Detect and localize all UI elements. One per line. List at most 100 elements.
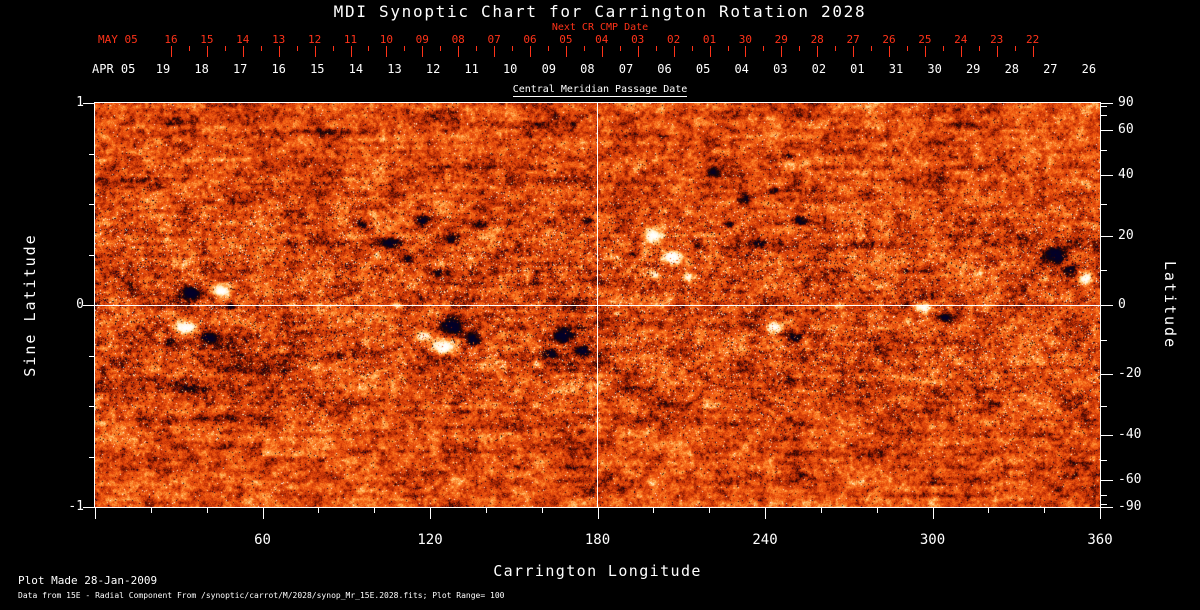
- cmp-day-label: 14: [348, 62, 364, 76]
- next-cr-day-label: 02: [666, 33, 681, 46]
- latitude-tick: [1101, 130, 1113, 131]
- longitude-tick: [988, 508, 990, 513]
- next-cr-day-label: 09: [415, 33, 429, 46]
- next-cr-tick-minor: [260, 46, 262, 51]
- next-cr-tick-major: [673, 46, 675, 57]
- latitude-minor-tick: [1101, 495, 1107, 496]
- latitude-tick-label: 20: [1118, 228, 1134, 243]
- next-cr-tick-major: [314, 46, 316, 57]
- next-cr-tick-minor: [907, 46, 908, 51]
- next-cr-tick-minor: [835, 46, 837, 51]
- cmp-day-label: 30: [927, 62, 942, 76]
- longitude-tick-label: 180: [584, 532, 611, 548]
- next-cr-day-label: 11: [343, 33, 358, 46]
- longitude-tick: [876, 508, 878, 513]
- next-cr-cmp-date-label: Next CR CMP Date: [551, 22, 649, 33]
- next-cr-day-label: 13: [272, 33, 286, 46]
- cmp-day-label: 29: [965, 62, 981, 76]
- next-cr-tick-major: [278, 46, 280, 57]
- next-cr-day-label: 12: [307, 33, 322, 46]
- next-cr-tick-minor: [799, 46, 801, 51]
- next-cr-tick-major: [494, 46, 496, 57]
- cmp-day-label: 06: [657, 62, 672, 76]
- latitude-tick-label: -90: [1118, 499, 1142, 514]
- latitude-tick-label: 0: [1118, 297, 1126, 312]
- next-cr-tick-major: [242, 46, 244, 57]
- sine-latitude-tick-label: 0: [76, 297, 84, 312]
- next-cr-day-label: 06: [523, 33, 537, 46]
- next-cr-tick-major: [601, 46, 603, 57]
- longitude-tick: [485, 508, 487, 513]
- latitude-minor-tick: [1101, 270, 1107, 271]
- next-cr-day-label: 27: [846, 33, 860, 46]
- longitude-tick: [318, 508, 320, 513]
- latitude-tick: [1101, 507, 1113, 508]
- latitude-tick: [1101, 236, 1113, 237]
- latitude-minor-tick: [1101, 406, 1107, 407]
- next-cr-day-label: 05: [559, 33, 573, 46]
- next-cr-tick-major: [386, 46, 388, 57]
- cmp-day-label: 09: [541, 62, 557, 76]
- carrington-longitude-axis-title: Carrington Longitude: [493, 562, 702, 580]
- next-cr-tick-minor: [512, 46, 513, 51]
- cmp-day-label: 04: [734, 62, 749, 76]
- meridian-180-reference-line: [597, 103, 598, 507]
- latitude-minor-tick: [1101, 204, 1107, 205]
- next-cr-tick-major: [530, 46, 531, 57]
- latitude-tick-label: -60: [1118, 472, 1142, 487]
- next-cr-tick-minor: [691, 46, 693, 51]
- sine-latitude-minor-tick: [89, 457, 95, 458]
- cmp-day-label: 08: [580, 62, 595, 76]
- sine-latitude-minor-tick: [89, 356, 95, 357]
- next-cr-day-label: 23: [990, 33, 1004, 46]
- next-cr-tick-major: [853, 46, 855, 57]
- longitude-tick: [709, 508, 711, 513]
- latitude-tick: [1101, 374, 1113, 375]
- next-cr-tick-major: [458, 46, 460, 57]
- next-cr-tick-minor: [332, 46, 334, 51]
- next-cr-tick-major: [709, 46, 711, 57]
- cmp-day-label: 26: [1081, 62, 1097, 76]
- longitude-tick: [765, 508, 766, 519]
- latitude-tick-label: -40: [1118, 427, 1142, 442]
- sine-latitude-minor-tick: [89, 406, 95, 407]
- cmp-day-label: 17: [232, 62, 248, 76]
- cmp-month-label: APR 05: [92, 62, 136, 76]
- sine-latitude-tick-label: -1: [68, 499, 84, 514]
- cmp-day-label: 02: [811, 62, 827, 76]
- latitude-minor-tick: [1101, 150, 1107, 151]
- next-cr-day-label: 30: [738, 33, 753, 46]
- next-cr-day-label: 07: [487, 33, 501, 46]
- longitude-tick-label: 60: [254, 532, 271, 548]
- latitude-minor-tick: [1101, 115, 1107, 116]
- next-cr-tick-major: [745, 46, 747, 57]
- next-cr-tick-major: [206, 46, 208, 57]
- longitude-tick: [374, 508, 376, 513]
- next-cr-tick-minor: [655, 46, 657, 51]
- next-cr-day-label: 25: [918, 33, 932, 46]
- next-cr-tick-major: [1032, 46, 1034, 57]
- next-cr-day-label: 16: [164, 33, 178, 46]
- longitude-tick: [95, 508, 96, 519]
- next-cr-day-label: 01: [702, 33, 717, 46]
- cmp-day-label: 07: [618, 62, 634, 76]
- longitude-tick: [820, 508, 822, 513]
- sine-latitude-minor-tick: [89, 154, 95, 155]
- next-cr-tick-major: [781, 46, 783, 57]
- next-cr-day-label: 10: [379, 33, 394, 46]
- magnetogram-plot-area: [94, 102, 1101, 508]
- longitude-tick-label: 240: [752, 532, 778, 548]
- next-cr-tick-major: [996, 46, 998, 57]
- cmp-day-label: 15: [310, 62, 325, 76]
- latitude-tick-label: 60: [1118, 122, 1134, 137]
- latitude-tick: [1101, 435, 1113, 436]
- longitude-tick: [597, 508, 599, 519]
- latitude-tick: [1101, 175, 1113, 176]
- next-cr-tick-minor: [440, 46, 442, 51]
- cmp-day-label: 18: [194, 62, 209, 76]
- longitude-tick: [206, 508, 208, 513]
- cmp-day-label: 16: [271, 62, 286, 76]
- next-cr-tick-major: [924, 46, 926, 57]
- next-cr-tick-major: [889, 46, 890, 57]
